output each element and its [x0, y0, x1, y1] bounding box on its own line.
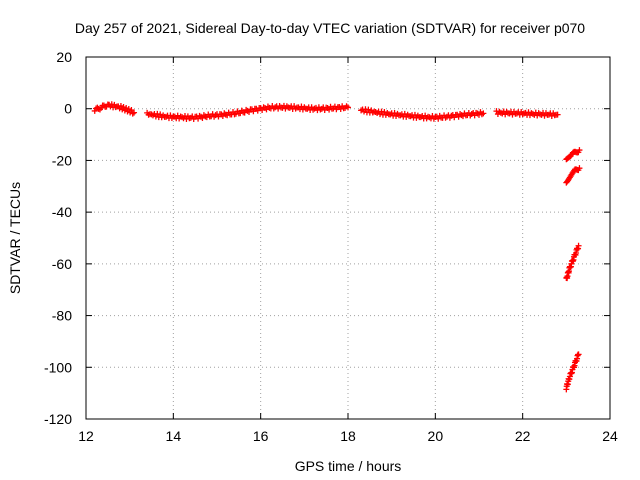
- data-point: [576, 147, 583, 154]
- y-tick-label: -20: [52, 152, 72, 168]
- x-tick-label: 12: [78, 428, 94, 444]
- y-tick-label: 20: [56, 49, 72, 65]
- x-tick-label: 20: [428, 428, 444, 444]
- data-point: [365, 106, 372, 113]
- x-tick-label: 14: [166, 428, 182, 444]
- axis-ticks: [85, 56, 611, 420]
- data-point: [129, 110, 136, 117]
- data-point: [554, 111, 561, 118]
- data-point: [131, 109, 138, 116]
- y-tick-label: -80: [52, 308, 72, 324]
- data-point: [575, 242, 582, 249]
- y-tick-label: -40: [52, 204, 72, 220]
- data-point: [576, 165, 583, 172]
- y-tick-labels: -120 -100 -80 -60 -40 -20 0 20: [44, 49, 72, 427]
- series-drop-3: [563, 242, 582, 282]
- x-tick-label: 22: [515, 428, 531, 444]
- x-tick-label: 16: [253, 428, 269, 444]
- x-tick-label: 18: [340, 428, 356, 444]
- y-tick-label: -60: [52, 256, 72, 272]
- x-tick-labels: 12 14 16 18 20 22 24: [78, 428, 618, 444]
- data-point: [345, 104, 351, 111]
- x-tick-label: 24: [602, 428, 618, 444]
- series-drop-1: [563, 147, 583, 163]
- y-axis-label: SDTVAR / TECUs: [7, 182, 23, 294]
- y-tick-label: 0: [64, 101, 72, 117]
- chart-title: Day 257 of 2021, Sidereal Day-to-day VTE…: [75, 20, 585, 36]
- y-tick-label: -120: [44, 411, 72, 427]
- series-drop-2: [563, 165, 583, 186]
- y-tick-label: -100: [44, 359, 72, 375]
- data-point: [575, 351, 582, 358]
- series-drop-4: [563, 351, 582, 393]
- data-point: [480, 110, 487, 117]
- series-main-band: [91, 101, 561, 122]
- x-axis-label: GPS time / hours: [295, 458, 402, 474]
- data-points: [91, 101, 583, 393]
